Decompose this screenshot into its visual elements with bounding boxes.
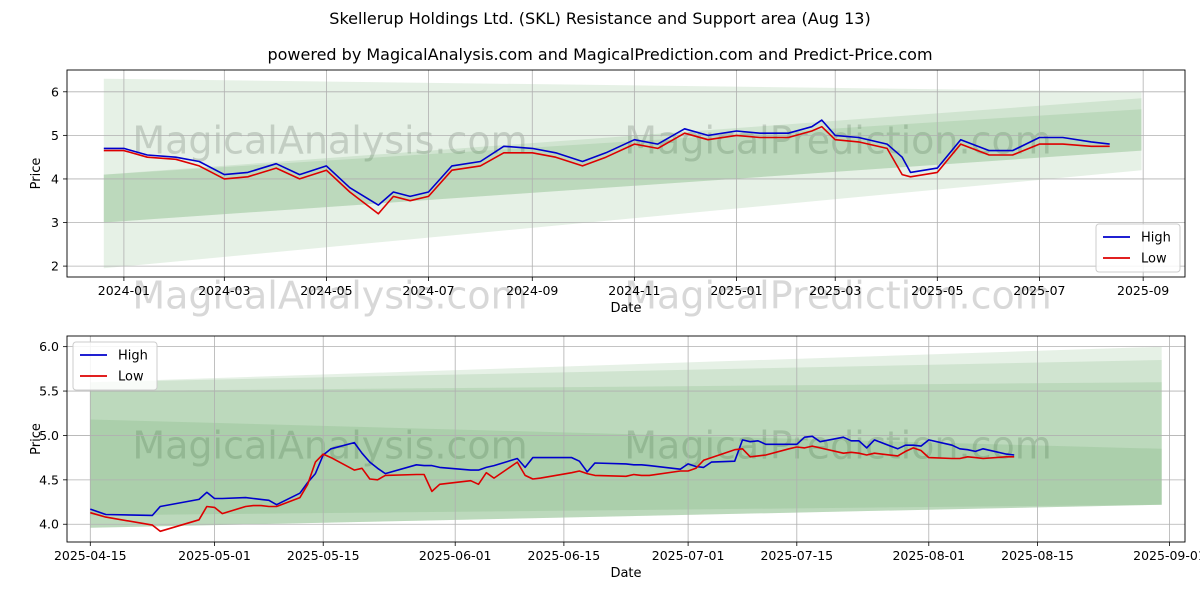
chart2-x-tick-label: 2025-07-15 [760,548,833,563]
chart2-y-tick-label: 5.0 [39,428,59,443]
chart2-y-tick-label: 4.0 [39,517,59,532]
chart1-x-axis-label: Date [610,301,641,316]
chart1-legend-entry: High [1141,231,1171,246]
chart1-legend-entry: Low [1141,252,1167,267]
chart-subtitle: powered by MagicalAnalysis.com and Magic… [267,45,933,64]
chart2-x-tick-label: 2025-05-15 [287,548,360,563]
chart1-x-tick-label: 2025-03 [809,283,861,298]
chart2-y-axis-label: Price [29,423,44,455]
chart1-x-tick-label: 2025-09 [1117,283,1169,298]
chart1-watermark: MagicalAnalysis.com [132,274,527,318]
chart2-x-tick-label: 2025-04-15 [54,548,127,563]
chart1-x-tick-label: 2024-01 [98,283,150,298]
chart1-frame [66,69,1186,278]
chart2-x-tick-label: 2025-05-01 [178,548,251,563]
chart2-legend-entry: High [118,349,148,364]
chart2-y-tick-label: 5.5 [39,384,59,399]
chart2-x-tick-label: 2025-09-01 [1133,548,1200,563]
chart2-band [90,346,1162,528]
chart1-y-axis-label: Price [29,158,44,190]
chart1-y-tick-label: 6 [51,84,59,99]
chart1-y-tick-label: 5 [51,128,59,143]
chart1-x-tick-label: 2025-01 [710,283,762,298]
chart1-y-tick-label: 2 [51,259,59,274]
chart1-plot: MagicalAnalysis.com MagicalPrediction.com… [29,69,1186,318]
chart2-x-tick-label: 2025-06-15 [528,548,601,563]
chart2-x-tick-label: 2025-06-01 [419,548,492,563]
chart1-series-high-line [103,119,1110,206]
chart2-series-high-line [90,435,1015,517]
chart2-legend: High Low [72,341,158,391]
chart1-band [103,98,1142,223]
chart1-watermark: MagicalPrediction.com [624,274,1052,318]
chart1-legend: High Low [1095,223,1181,273]
chart2-legend-entry: Low [118,370,144,385]
chart2-band [90,419,1162,516]
chart2-y-tick-label: 4.5 [39,472,59,487]
chart1-band [103,109,1142,223]
chart2-x-tick-label: 2025-08-01 [892,548,965,563]
chart1-x-tick-label: 2024-11 [608,283,660,298]
chart1-x-tick-label: 2025-07 [1013,283,1065,298]
chart2-x-tick-label: 2025-08-15 [1001,548,1074,563]
chart2-band [90,382,1162,528]
chart1-watermark: MagicalAnalysis.com [132,119,527,163]
chart2-band [90,360,1162,528]
chart2-y-tick-label: 6.0 [39,339,59,354]
chart2-series-low-line [90,445,1015,533]
chart2-x-tick-label: 2025-07-01 [652,548,725,563]
chart2-watermark: MagicalPrediction.com [624,424,1052,468]
chart2-x-axis-label: Date [610,566,641,581]
chart1-x-tick-label: 2024-05 [300,283,352,298]
chart1-x-tick-label: 2024-07 [402,283,454,298]
chart2-frame [66,335,1186,543]
chart2-plot: MagicalAnalysis.com MagicalPrediction.com… [29,335,1200,581]
chart1-x-tick-label: 2024-03 [198,283,250,298]
chart1-x-tick-label: 2024-09 [506,283,558,298]
chart1-y-tick-label: 3 [51,215,59,230]
chart1-x-tick-label: 2025-05 [911,283,963,298]
chart1-series-low-line [103,125,1110,215]
chart-title: Skellerup Holdings Ltd. (SKL) Resistance… [329,9,871,28]
chart1-y-tick-label: 4 [51,171,59,186]
chart2-watermark: MagicalAnalysis.com [132,424,527,468]
chart1-band [103,78,1142,269]
